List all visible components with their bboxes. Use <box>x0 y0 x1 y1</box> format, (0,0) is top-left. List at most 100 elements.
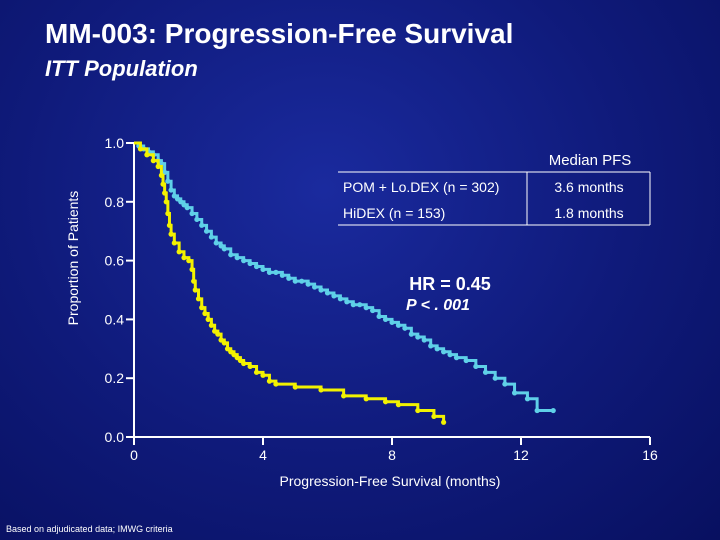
y-tick-label: 0.6 <box>105 253 125 269</box>
censor-mark-series-1 <box>415 334 421 340</box>
censor-mark-series-1 <box>534 407 540 414</box>
censor-mark-series-1 <box>203 228 210 234</box>
censor-mark-series-2 <box>181 255 187 261</box>
censor-mark-series-1 <box>260 266 266 273</box>
censor-mark-series-1 <box>428 343 434 349</box>
censor-mark-series-1 <box>382 316 389 322</box>
censor-mark-series-1 <box>389 319 395 325</box>
y-tick-label: 1.0 <box>105 135 125 151</box>
censor-mark-series-1 <box>350 302 356 308</box>
y-axis-title: Proportion of Patients <box>65 191 81 326</box>
censor-mark-series-1 <box>453 355 460 361</box>
censor-mark-series-1 <box>463 357 469 364</box>
footnote: Based on adjudicated data; IMWG criteria <box>6 524 173 534</box>
censor-mark-series-1 <box>213 240 219 246</box>
censor-mark-series-2 <box>205 316 211 322</box>
chart-axes: 0.0 0.2 0.4 0.6 0.8 1.0 0 4 8 12 16 <box>105 135 658 463</box>
censor-mark-series-1 <box>502 381 508 387</box>
censor-mark-series-1 <box>184 205 190 211</box>
censor-mark-series-2 <box>341 393 347 399</box>
censor-mark-series-2 <box>158 172 165 178</box>
censor-mark-series-2 <box>144 152 150 158</box>
censor-mark-series-2 <box>171 240 177 246</box>
censor-mark-series-2 <box>221 340 227 346</box>
censor-mark-series-1 <box>208 234 214 240</box>
censor-mark-series-1 <box>408 331 414 337</box>
censor-mark-series-2 <box>395 402 402 408</box>
slide-title: MM-003: Progression-Free Survival <box>45 18 514 49</box>
censor-mark-series-1 <box>331 293 337 299</box>
censor-mark-series-1 <box>299 278 305 284</box>
censor-mark-series-1 <box>363 305 369 311</box>
censor-mark-series-1 <box>324 290 331 296</box>
censor-mark-series-1 <box>337 296 343 302</box>
censor-mark-series-1 <box>492 375 498 381</box>
censor-mark-series-2 <box>186 258 192 264</box>
censor-mark-series-2 <box>415 407 421 414</box>
censor-mark-series-2 <box>150 158 156 164</box>
censor-mark-series-2 <box>191 278 197 284</box>
censor-mark-series-1 <box>273 269 279 275</box>
legend-series-1-name: POM + Lo.DEX (n = 302) <box>343 179 499 195</box>
censor-mark-series-2 <box>215 331 221 337</box>
x-tick-label: 12 <box>513 447 529 463</box>
censor-mark-series-2 <box>189 266 195 273</box>
legend-series-1-median: 3.6 months <box>554 179 623 195</box>
y-tick-label: 0.0 <box>105 429 125 445</box>
censor-mark-series-1 <box>344 299 350 305</box>
censor-mark-series-2 <box>318 387 324 393</box>
censor-mark-series-2 <box>363 396 369 402</box>
censor-mark-series-1 <box>305 281 311 287</box>
censor-mark-series-2 <box>199 305 205 311</box>
slide-subtitle: ITT Population <box>45 56 198 81</box>
censor-mark-series-1 <box>376 313 382 320</box>
censor-mark-series-1 <box>279 272 285 278</box>
censor-mark-series-2 <box>160 181 166 187</box>
y-tick-label: 0.4 <box>105 311 125 327</box>
y-tick-label: 0.2 <box>105 370 125 386</box>
censor-mark-series-2 <box>208 322 214 328</box>
censor-mark-series-2 <box>431 413 437 420</box>
censor-mark-series-2 <box>202 310 208 317</box>
legend-header: Median PFS <box>549 152 632 169</box>
censor-mark-series-1 <box>421 337 427 343</box>
hazard-ratio-label: HR = 0.45 <box>409 274 491 294</box>
y-tick-label: 0.8 <box>105 194 125 210</box>
censor-mark-series-2 <box>168 231 174 237</box>
censor-mark-series-1 <box>165 178 171 184</box>
censor-mark-series-1 <box>221 246 227 252</box>
censor-mark-series-1 <box>266 269 273 275</box>
x-tick-label: 0 <box>130 447 138 463</box>
censor-mark-series-1 <box>550 407 556 414</box>
censor-mark-series-1 <box>447 352 453 358</box>
censor-mark-series-1 <box>292 278 298 284</box>
censor-mark-series-1 <box>482 369 489 375</box>
censor-mark-series-2 <box>247 363 253 370</box>
censor-mark-series-1 <box>234 255 240 261</box>
censor-mark-series-2 <box>195 296 202 302</box>
censor-mark-series-2 <box>192 287 198 293</box>
km-curve-series-2 <box>134 141 446 423</box>
censor-mark-series-1 <box>168 187 174 193</box>
censor-mark-series-2 <box>165 210 171 217</box>
censor-mark-series-2 <box>241 360 247 367</box>
censor-mark-series-1 <box>318 287 324 293</box>
censor-mark-series-1 <box>473 363 479 370</box>
censor-mark-series-2 <box>253 369 260 375</box>
x-tick-label: 8 <box>388 447 396 463</box>
censor-mark-series-1 <box>286 275 292 281</box>
censor-mark-series-2 <box>266 378 273 384</box>
censor-mark-series-1 <box>247 260 253 267</box>
censor-mark-series-1 <box>441 349 447 355</box>
censor-mark-series-1 <box>524 396 531 402</box>
x-tick-label: 16 <box>642 447 658 463</box>
censor-mark-series-2 <box>292 384 298 390</box>
censor-mark-series-1 <box>395 322 402 328</box>
censor-mark-series-1 <box>402 325 408 331</box>
censor-mark-series-2 <box>441 419 447 425</box>
censor-mark-series-1 <box>357 302 363 308</box>
censor-mark-series-2 <box>166 222 173 228</box>
censor-mark-series-2 <box>260 372 266 378</box>
legend-series-2-median: 1.8 months <box>554 205 623 221</box>
